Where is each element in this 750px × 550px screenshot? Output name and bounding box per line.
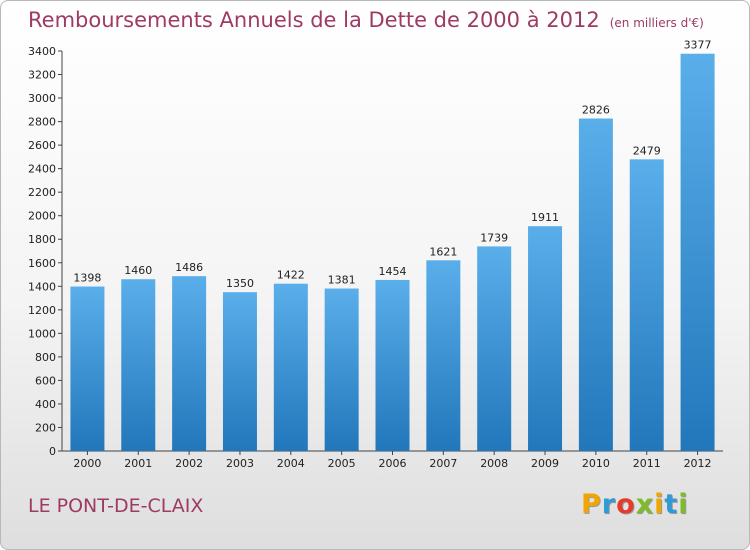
logo-letter: P xyxy=(581,489,602,520)
value-labels: 1398 1460 1486 1350 1422 1381 1454 1621 1739 1911… xyxy=(73,39,711,290)
x-tick-label-2007: 2007 xyxy=(429,457,457,470)
chart-title-main: Remboursements Annuels de la Dette de 20… xyxy=(28,8,600,32)
y-tick-label: 800 xyxy=(35,351,56,364)
bar-2012 xyxy=(680,53,715,452)
value-label-2002: 1486 xyxy=(175,261,203,274)
bar-2010 xyxy=(578,118,613,451)
logo-letter: o xyxy=(616,489,636,520)
bar-2002 xyxy=(172,276,207,451)
y-tick-label: 3000 xyxy=(28,92,56,105)
x-tick-label-2009: 2009 xyxy=(531,457,559,470)
x-tick-label-2008: 2008 xyxy=(480,457,508,470)
bar-2005 xyxy=(324,288,359,451)
value-label-2011: 2479 xyxy=(633,144,661,157)
bar-2000 xyxy=(70,286,105,451)
y-tick-label: 3400 xyxy=(28,45,56,58)
city-name: LE PONT-DE-CLAIX xyxy=(28,495,204,517)
x-tick-label-2012: 2012 xyxy=(684,457,712,470)
value-label-2001: 1460 xyxy=(124,264,152,277)
proxiti-logo: Proxiti xyxy=(581,489,691,525)
x-tick-label-2003: 2003 xyxy=(226,457,254,470)
value-label-2008: 1739 xyxy=(480,231,508,244)
y-tick-label: 2200 xyxy=(28,186,56,199)
x-tick-label-2011: 2011 xyxy=(633,457,661,470)
bar-2011 xyxy=(629,159,664,451)
y-tick-label: 2400 xyxy=(28,163,56,176)
y-tick-label: 1800 xyxy=(28,233,56,246)
value-label-2000: 1398 xyxy=(73,272,101,285)
bar-2008 xyxy=(477,246,512,451)
x-tick-label-2001: 2001 xyxy=(124,457,152,470)
x-tick-label-2004: 2004 xyxy=(277,457,305,470)
bar-2009 xyxy=(528,226,563,451)
x-tick-label-2010: 2010 xyxy=(582,457,610,470)
y-tick-label: 1400 xyxy=(28,280,56,293)
logo-letter: i xyxy=(654,489,665,520)
y-tick-label: 0 xyxy=(49,445,56,458)
x-tick-label-2000: 2000 xyxy=(73,457,101,470)
logo-letter: x xyxy=(635,489,655,520)
y-tick-label: 3200 xyxy=(28,69,56,82)
value-label-2010: 2826 xyxy=(582,104,610,117)
y-tick-label: 400 xyxy=(35,398,56,411)
logo-letter: r xyxy=(601,489,617,520)
chart-title: Remboursements Annuels de la Dette de 20… xyxy=(28,8,704,32)
bar-2001 xyxy=(121,279,156,451)
value-label-2005: 1381 xyxy=(328,274,356,287)
x-tick-label-2006: 2006 xyxy=(379,457,407,470)
value-label-2012: 3377 xyxy=(684,39,712,52)
value-label-2004: 1422 xyxy=(277,269,305,282)
bar-2007 xyxy=(426,260,461,451)
logo-letter: i xyxy=(678,489,689,520)
y-tick-label: 200 xyxy=(35,421,56,434)
y-tick-label: 2800 xyxy=(28,116,56,129)
chart-unit-note: (en milliers d'€) xyxy=(609,16,704,30)
bar-2006 xyxy=(375,279,410,451)
y-tick-label: 600 xyxy=(35,374,56,387)
logo-letter: t xyxy=(664,489,679,520)
y-tick-label: 2000 xyxy=(28,210,56,223)
value-label-2006: 1454 xyxy=(379,265,407,278)
y-tick-label: 2600 xyxy=(28,139,56,152)
y-tick-label: 1600 xyxy=(28,257,56,270)
bar-2004 xyxy=(273,283,308,451)
bars xyxy=(70,53,715,452)
value-label-2003: 1350 xyxy=(226,277,254,290)
x-tick-label-2005: 2005 xyxy=(328,457,356,470)
y-tick-label: 1000 xyxy=(28,327,56,340)
value-label-2007: 1621 xyxy=(429,245,457,258)
value-label-2009: 1911 xyxy=(531,211,559,224)
y-tick-label: 1200 xyxy=(28,304,56,317)
axes: 0 200 400 600 800 1000 1200 1400 1600 1800 2000 220… xyxy=(28,45,723,470)
bar-2003 xyxy=(222,292,257,451)
x-tick-label-2002: 2002 xyxy=(175,457,203,470)
